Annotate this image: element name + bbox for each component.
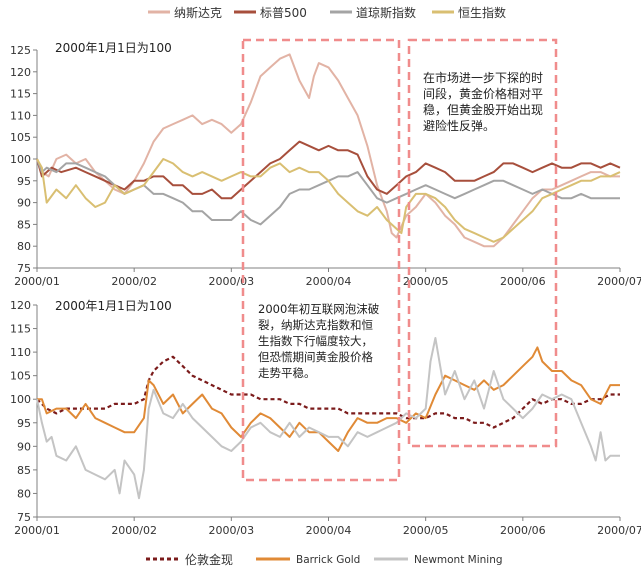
series-line-sp500	[36, 140, 621, 200]
y-tick-label: 115	[10, 88, 31, 101]
panel-bottom-title: 2000年1月1日为100	[55, 299, 172, 313]
series-line-nasdaq	[36, 53, 620, 248]
y-tick-label: 95	[17, 417, 31, 430]
y-tick-label: 75	[17, 262, 31, 275]
y-tick-label: 80	[17, 487, 31, 500]
x-tick-label: 2000/01	[14, 524, 60, 537]
series-line-hangseng	[36, 158, 621, 243]
legend-label-nasdaq: 纳斯达克	[174, 6, 222, 20]
y-tick-label: 110	[10, 346, 31, 359]
panel-top-title: 2000年1月1日为100	[55, 41, 172, 55]
series-line-dow	[36, 158, 620, 226]
legend-label-newmont: Newmont Mining	[414, 554, 503, 566]
annotation-left-line: 生指数下行幅度较大，	[258, 334, 373, 348]
annotation-left-line: 裂，纳斯达克指数和恒	[258, 318, 373, 332]
annotation-left: 2000年初互联网泡沫破 裂，纳斯达克指数和恒 生指数下行幅度较大， 但恐慌期间…	[252, 300, 392, 384]
x-tick-label: 2000/02	[111, 275, 157, 288]
annotation-left-bg	[252, 300, 392, 384]
y-tick-label: 90	[17, 440, 31, 453]
series-line-london-gold	[36, 355, 620, 429]
annotation-left-line: 2000年初互联网泡沫破	[258, 302, 380, 316]
x-tick-label: 2000/04	[306, 275, 352, 288]
x-tick-label: 2000/06	[500, 275, 546, 288]
series-line-newmont	[36, 337, 620, 500]
legend-bottom: 伦敦金现 Barrick Gold Newmont Mining	[146, 552, 503, 567]
annotation-right-line: 稳，但黄金股开始出现	[423, 102, 543, 117]
highlight-box-left	[241, 38, 401, 482]
y-tick-label: 80	[17, 240, 31, 253]
series-line-barrick	[37, 346, 620, 452]
x-tick-label: 2000/05	[403, 275, 449, 288]
annotation-right: 在市场进一步下探的时 间段，黄金价格相对平 稳，但黄金股开始出现 避险性反弹。	[423, 70, 543, 133]
annotation-right-line: 间段，黄金价格相对平	[423, 86, 543, 101]
x-tick-label: 2000/06	[500, 524, 546, 537]
panel-top-chart: 2000年1月1日为100 75 80 85 90 95 100 105 110 115 120 1…	[10, 41, 641, 288]
x-tick-label: 2000/04	[306, 524, 352, 537]
legend-label-sp500: 标普500	[260, 6, 307, 20]
legend-label-barrick: Barrick Gold	[296, 554, 360, 566]
legend-label-london-gold: 伦敦金现	[185, 552, 233, 567]
annotation-right-line: 在市场进一步下探的时	[423, 70, 543, 85]
x-tick-label: 2000/03	[208, 524, 254, 537]
y-tick-label: 100	[10, 393, 31, 406]
y-tick-label: 75	[17, 511, 31, 524]
x-tick-label: 2000/01	[14, 275, 60, 288]
y-tick-label: 105	[10, 370, 31, 383]
annotation-left-line: 但恐慌期间黄金股价格	[258, 350, 373, 364]
y-tick-label: 125	[10, 44, 31, 57]
y-tick-label: 85	[17, 218, 31, 231]
y-tick-label: 100	[10, 153, 31, 166]
x-tick-label: 2000/05	[403, 524, 449, 537]
x-tick-label: 2000/02	[111, 524, 157, 537]
y-tick-label: 105	[10, 131, 31, 144]
highlight-box-right	[407, 38, 558, 448]
annotation-right-line: 避险性反弹。	[423, 118, 495, 133]
y-tick-label: 95	[17, 175, 31, 188]
y-tick-label: 115	[10, 323, 31, 336]
panel-bottom-chart: 2000年1月1日为100 75 80 85 90 95 100 105 110 115 120 2…	[10, 299, 641, 537]
annotation-left-line: 走势平稳。	[258, 366, 316, 380]
x-tick-label: 2000/07	[597, 275, 641, 288]
x-tick-label: 2000/03	[208, 275, 254, 288]
y-tick-label: 110	[10, 109, 31, 122]
y-tick-label: 85	[17, 464, 31, 477]
legend-label-dow: 道琼斯指数	[356, 5, 416, 20]
y-tick-label: 120	[10, 66, 31, 79]
legend-top: 纳斯达克 标普500 道琼斯指数 恒生指数	[148, 5, 506, 20]
y-tick-label: 120	[10, 299, 31, 312]
x-tick-label: 2000/07	[597, 524, 641, 537]
y-tick-label: 90	[17, 197, 31, 210]
legend-label-hangseng: 恒生指数	[458, 5, 506, 20]
